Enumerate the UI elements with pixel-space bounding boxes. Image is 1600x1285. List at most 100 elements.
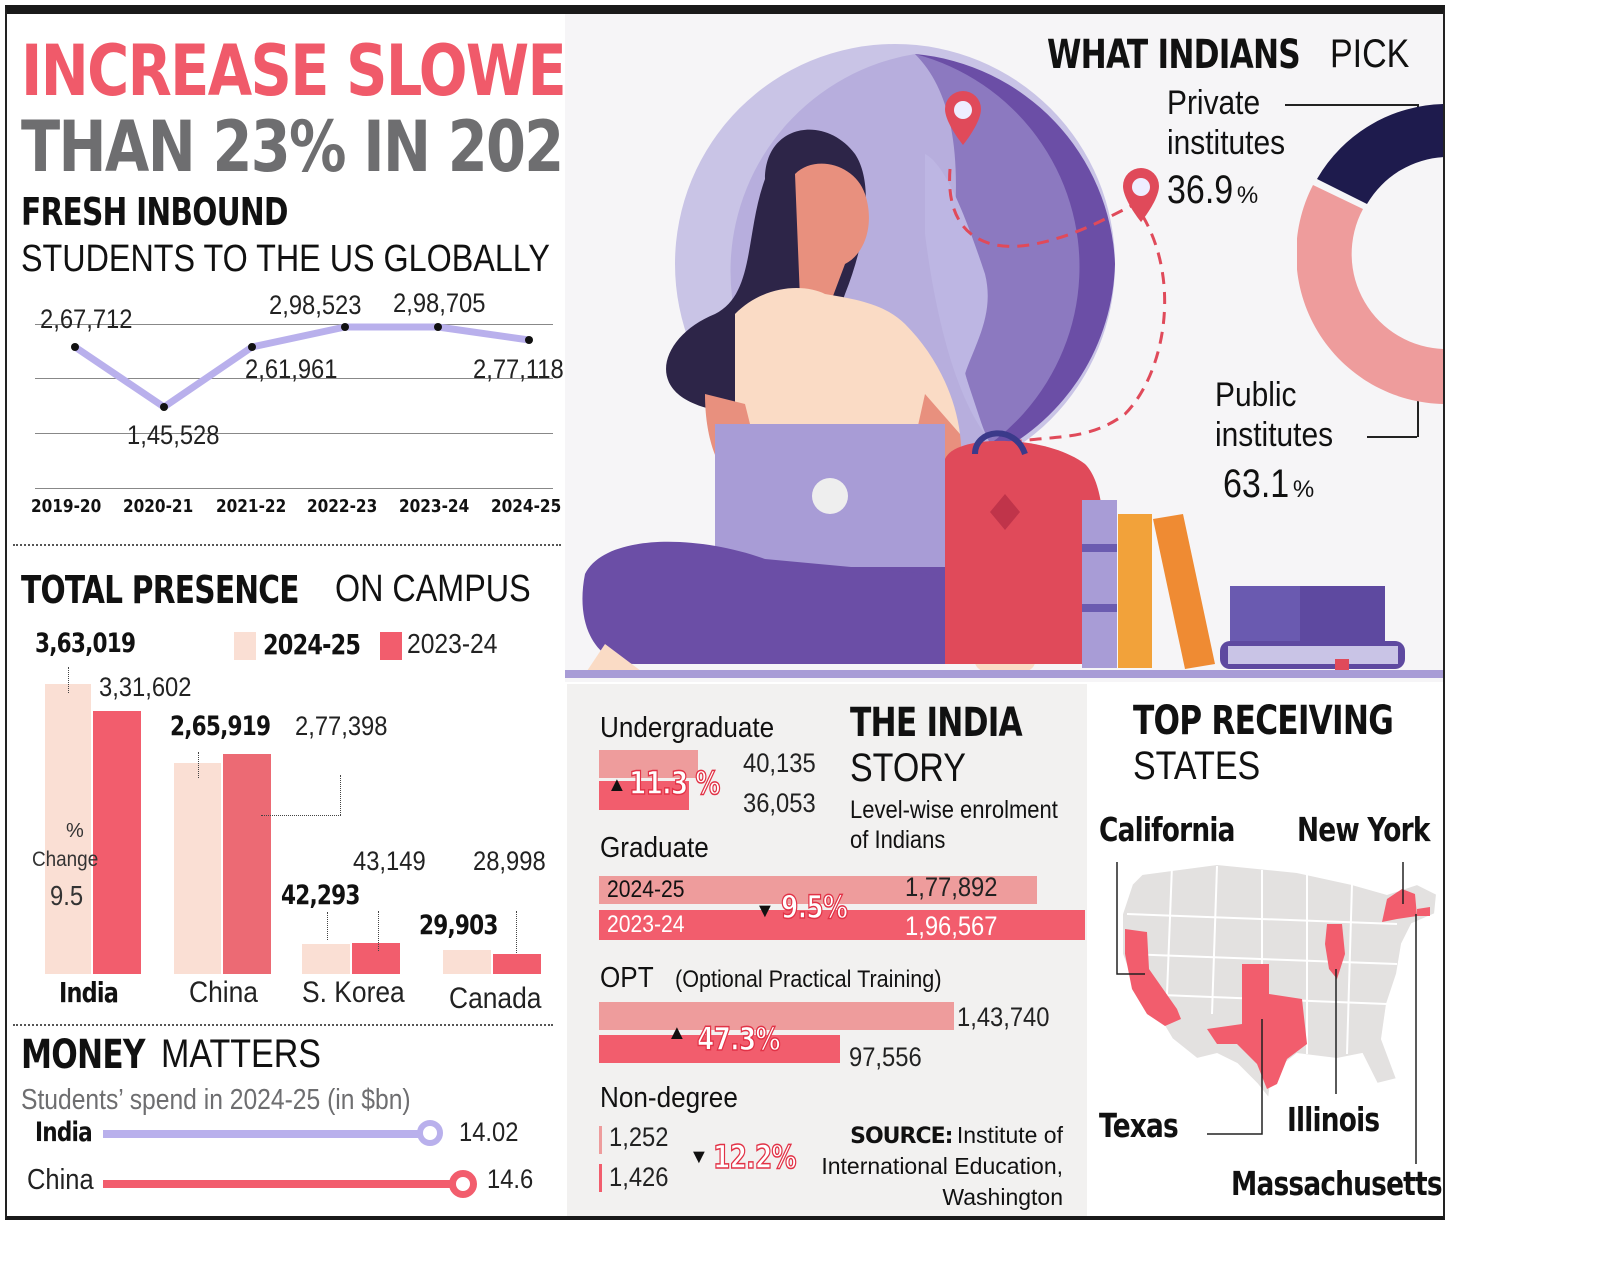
change-value: 9.5	[50, 880, 84, 911]
down-arrow-icon: ▼	[689, 1146, 709, 1168]
state-massachusetts	[1417, 907, 1430, 916]
india-story-subtitle-2: of Indians	[850, 826, 946, 854]
data-label: 2,98,705	[393, 288, 486, 318]
change-badge: 9.5%	[780, 887, 848, 927]
state-label-massachusetts: Massachusetts	[1231, 1164, 1443, 1203]
leader-line	[68, 667, 69, 693]
bar-grad-2024	[599, 876, 1037, 904]
line-series	[71, 323, 533, 411]
private-value-number: 36.9	[1167, 168, 1234, 212]
fresh-inbound-subtitle: STUDENTS TO THE US GLOBALLY	[21, 238, 550, 280]
bar-china-2023	[223, 754, 271, 974]
value-2023: 1,96,567	[905, 911, 998, 941]
india-story-subtitle: Level-wise enrolment	[850, 796, 1058, 824]
student-globe-illustration	[565, 44, 1443, 678]
donut-private-slice	[1317, 104, 1443, 204]
private-label-2: institutes	[1167, 124, 1286, 162]
bar-ug-2024	[599, 750, 698, 778]
spend-value: 14.6	[487, 1164, 534, 1194]
x-tick: 2022-23	[307, 496, 378, 517]
data-label: 2,61,961	[245, 354, 338, 384]
leader-line	[261, 815, 341, 816]
us-map	[1116, 862, 1439, 1164]
year-label: 2023-24	[607, 911, 685, 938]
states-title: TOP RECEIVING	[1133, 698, 1394, 744]
data-label: 2,65,919	[170, 711, 271, 742]
country-label: China	[27, 1164, 94, 1196]
section-divider	[13, 544, 561, 546]
public-value: 63.1%	[1223, 462, 1314, 507]
source-note: SOURCE: Institute of International Educa…	[793, 1122, 1063, 1211]
headline-line1: INCREASE SLOWER	[21, 30, 609, 112]
bar-end-marker	[449, 1170, 477, 1198]
data-label: 2,67,712	[40, 304, 133, 334]
state-label-illinois: Illinois	[1287, 1100, 1380, 1139]
bar-nd-2024	[599, 1126, 602, 1154]
fresh-inbound-title: FRESH INBOUND	[21, 190, 289, 234]
leader-line	[378, 911, 379, 951]
private-label: Private	[1167, 84, 1261, 122]
legend-swatch-2024	[234, 632, 256, 660]
public-label: Public	[1215, 376, 1297, 414]
states-title-2: STATES	[1133, 744, 1261, 788]
data-label: 42,293	[281, 880, 360, 911]
money-title-regular: MATTERS	[161, 1032, 321, 1076]
bar-grad-2023	[599, 910, 1085, 940]
state-label-new-york: New York	[1297, 810, 1430, 849]
change-label: Change	[32, 848, 99, 871]
data-label: 43,149	[353, 846, 426, 876]
gridline	[35, 488, 553, 489]
bar-end-marker	[417, 1120, 443, 1146]
legend-swatch-2023	[380, 632, 402, 660]
bar-opt-2023	[599, 1035, 840, 1063]
value-2023: 97,556	[849, 1042, 922, 1072]
bar-ug-2023	[599, 781, 689, 810]
donut-chart	[1297, 104, 1443, 404]
category-label: China	[189, 976, 258, 1009]
level-description: (Optional Practical Training)	[675, 966, 942, 993]
change-badge: 11.3 %	[628, 763, 721, 803]
spend-value: 14.02	[459, 1117, 519, 1147]
data-label: 1,45,528	[127, 420, 220, 450]
data-label: 2,77,118	[473, 354, 564, 384]
up-arrow-icon: ▲	[607, 774, 627, 796]
gridline	[35, 378, 553, 379]
data-label: 3,31,602	[99, 672, 192, 702]
state-illinois	[1325, 924, 1345, 979]
down-arrow-icon: ▼	[755, 900, 775, 922]
value-2024: 1,77,892	[905, 872, 998, 902]
pick-title-regular: PICK	[1330, 32, 1410, 76]
value-2023: 1,426	[609, 1162, 669, 1192]
level-label: Non-degree	[600, 1082, 738, 1114]
bar-china-spend	[103, 1180, 459, 1188]
data-label: 29,903	[419, 910, 498, 941]
bar-canada-2023	[493, 954, 541, 974]
value-2024: 1,43,740	[957, 1002, 1050, 1032]
public-value-number: 63.1	[1223, 462, 1290, 506]
state-label-texas: Texas	[1099, 1106, 1179, 1145]
value-2024: 40,135	[743, 748, 816, 778]
data-label: 2,77,398	[295, 711, 388, 741]
level-label: OPT	[600, 962, 654, 994]
x-tick: 2024-25	[491, 496, 562, 517]
year-label: 2024-25	[607, 876, 685, 903]
legend-label: 2023-24	[407, 628, 498, 659]
pct-sign: %	[1236, 182, 1259, 209]
private-value: 36.9%	[1167, 168, 1258, 213]
change-badge: 12.2%	[712, 1137, 797, 1177]
illustration-area	[565, 14, 1443, 682]
state-label-california: California	[1099, 810, 1235, 849]
donut-public-slice	[1297, 185, 1443, 404]
source-line: Washington	[942, 1184, 1063, 1210]
x-tick: 2020-21	[123, 496, 194, 517]
bar-china-2024	[174, 763, 221, 974]
bar-opt-2024	[599, 1002, 954, 1030]
level-label: Graduate	[600, 832, 709, 864]
india-story-title: THE INDIA	[850, 700, 1023, 746]
data-label: 28,998	[473, 846, 546, 876]
data-label: 3,63,019	[35, 628, 136, 659]
pct-sign: %	[1292, 476, 1315, 503]
money-subtitle: Students’ spend in 2024-25 (in $bn)	[21, 1084, 411, 1116]
title-regular: ON CAMPUS	[335, 568, 531, 610]
money-title-bold: MONEY	[21, 1032, 145, 1078]
